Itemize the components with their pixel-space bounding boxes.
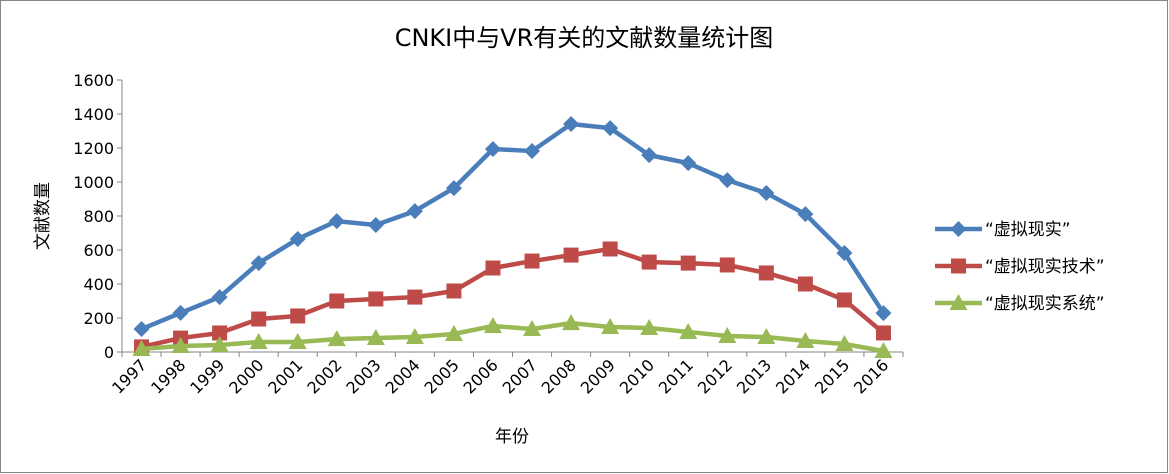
data-point (758, 185, 775, 202)
legend-label: “虚拟现实系统” (985, 294, 1105, 314)
y-tick-label: 1000 (73, 173, 114, 192)
data-point (484, 141, 501, 158)
data-point (601, 318, 620, 335)
data-point (405, 328, 424, 345)
legend-label: “虚拟现实” (985, 220, 1071, 240)
x-axis-label: 年份 (495, 427, 529, 447)
data-point (641, 254, 657, 270)
data-point (329, 293, 345, 309)
y-tick-label: 1600 (73, 71, 114, 90)
data-point (249, 332, 268, 349)
data-point (875, 305, 892, 322)
data-point (328, 213, 345, 230)
data-point (757, 328, 776, 345)
legend-item: “虚拟现实系统” (935, 294, 1105, 314)
y-tick-label: 200 (83, 309, 114, 328)
data-point (563, 116, 580, 133)
data-point (290, 308, 306, 324)
y-tick-label: 1400 (73, 105, 114, 124)
series-line (140, 121, 886, 332)
legend-item: “虚拟现实技术” (935, 257, 1105, 277)
data-point (718, 327, 737, 344)
legend-marker (951, 258, 966, 274)
data-point (679, 322, 698, 339)
chart-title: CNKI中与VR有关的文献数量统计图 (395, 24, 774, 52)
data-point (680, 155, 697, 172)
data-point (367, 217, 384, 234)
data-point (874, 341, 893, 358)
data-point (562, 314, 581, 331)
series-1 (133, 116, 892, 338)
data-point (288, 332, 307, 349)
legend-item: “虚拟现实” (935, 220, 1071, 240)
y-tick-label: 800 (83, 207, 114, 226)
data-point (132, 339, 151, 356)
data-point (172, 304, 189, 321)
data-point (719, 172, 736, 189)
data-point (524, 253, 540, 269)
data-point (797, 276, 813, 292)
data-point (327, 330, 346, 347)
data-point (680, 255, 696, 271)
data-point (719, 257, 735, 273)
data-point (445, 180, 462, 197)
y-axis-label: 文献数量 (33, 182, 53, 250)
y-tick-label: 400 (83, 275, 114, 294)
y-tick-label: 600 (83, 241, 114, 260)
legend-marker (949, 294, 968, 310)
data-point (563, 247, 579, 263)
data-point (835, 335, 854, 352)
data-point (210, 336, 229, 353)
data-point (836, 245, 853, 262)
y-tick-label: 1200 (73, 139, 114, 158)
series-3 (132, 314, 893, 358)
data-point (133, 321, 150, 338)
data-point (640, 319, 659, 336)
data-point (368, 291, 384, 307)
data-point (602, 241, 618, 257)
data-point (366, 329, 385, 346)
data-point (524, 143, 541, 160)
data-point (171, 337, 190, 354)
legend-label: “虚拟现实技术” (985, 257, 1105, 277)
series-2 (134, 241, 891, 355)
data-point (444, 324, 463, 341)
data-point (797, 206, 814, 223)
data-point (211, 289, 228, 306)
data-point (407, 289, 423, 305)
data-point (602, 120, 619, 137)
data-point (251, 311, 267, 327)
data-point (289, 230, 306, 247)
data-point (485, 260, 501, 276)
data-point (483, 316, 502, 333)
data-point (796, 331, 815, 348)
data-point (836, 292, 852, 308)
data-point (406, 203, 423, 220)
data-point (758, 265, 774, 281)
legend-marker (950, 221, 967, 237)
data-point (875, 325, 891, 341)
data-point (641, 147, 658, 164)
series-line (141, 320, 884, 354)
data-point (446, 283, 462, 299)
data-point (523, 320, 542, 337)
data-point (212, 325, 228, 341)
y-tick-label: 0 (104, 343, 114, 362)
data-point (250, 255, 267, 272)
